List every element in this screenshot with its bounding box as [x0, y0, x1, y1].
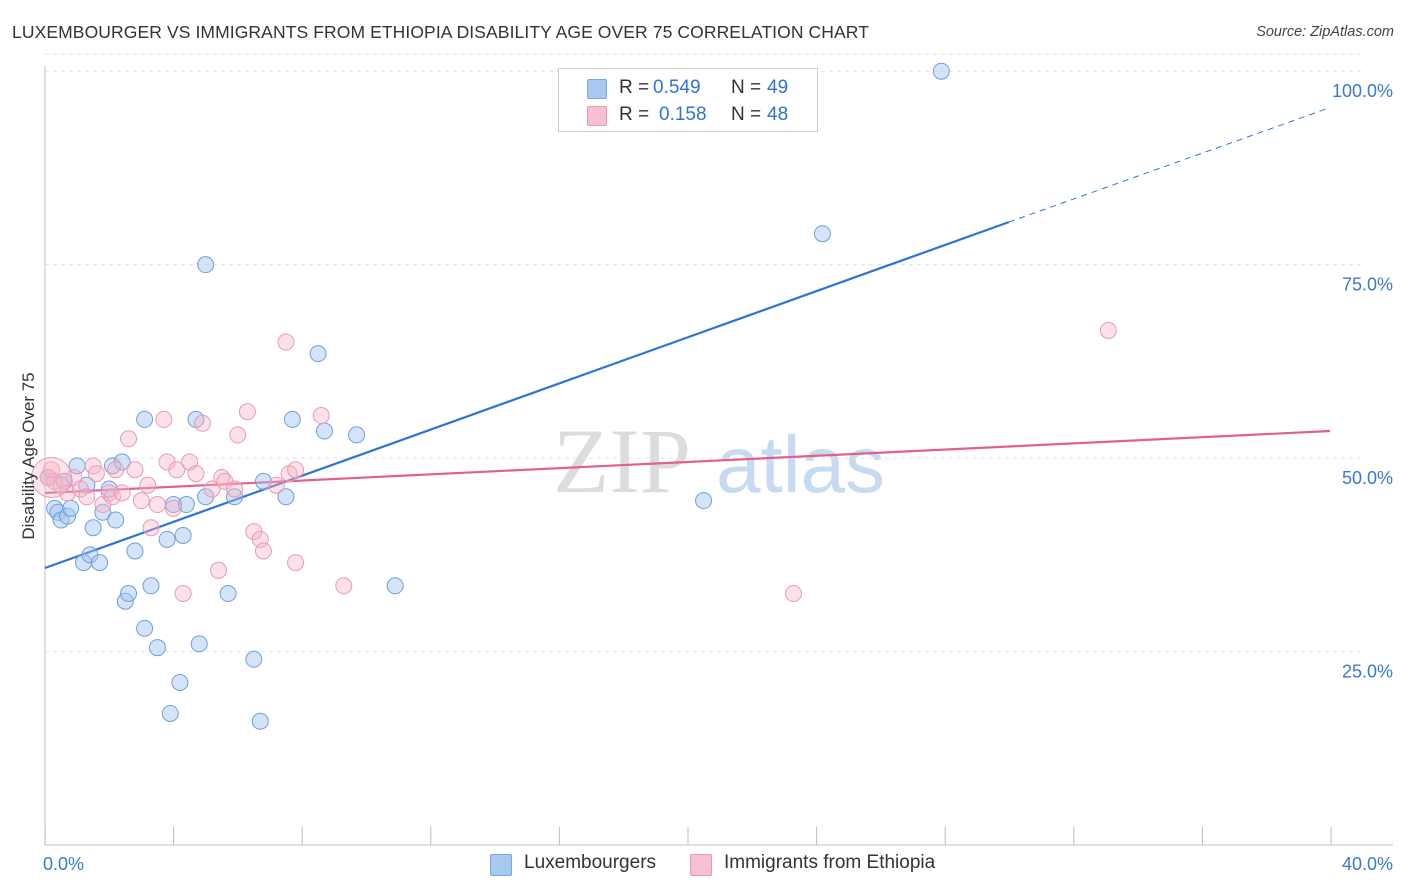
ethiopia-point [155, 410, 173, 428]
luxembourgers-point [148, 639, 166, 657]
luxembourgers-point [84, 519, 102, 537]
luxembourgers-point [283, 410, 301, 428]
luxembourgers-point [219, 585, 237, 603]
y-tick-label: 25.0% [1342, 662, 1393, 682]
ethiopia-point [187, 465, 205, 483]
luxembourgers-point [386, 577, 404, 595]
luxembourgers-point [251, 712, 269, 730]
ethiopia-point [193, 414, 211, 432]
luxembourgers-point [142, 577, 160, 595]
luxembourgers-point [348, 426, 366, 444]
luxembourgers-point [197, 256, 215, 274]
ethiopia-point [229, 426, 247, 444]
luxembourgers-trendline-extension [1008, 107, 1331, 223]
luxembourgers-point [254, 472, 272, 490]
ethiopia-point [226, 480, 244, 498]
ethiopia-point [209, 561, 227, 579]
stats-legend: R = 0.549 N = 49 R = 0.158 N = 48 [558, 68, 818, 132]
luxembourgers-point [107, 511, 125, 529]
ethiopia-point [113, 484, 131, 502]
legend-n-value: 49 [767, 77, 789, 98]
ethiopia-cluster-point [30, 456, 72, 498]
ethiopia-point [165, 499, 182, 517]
bottom-legend-swatch-luxembourgers [490, 854, 512, 876]
ethiopia-point [78, 488, 96, 506]
x-tick-label: 40.0% [1342, 854, 1393, 874]
ethiopia-point [58, 484, 76, 502]
source-credit: Source: ZipAtlas.com [1256, 24, 1394, 40]
luxembourgers-trendline [44, 221, 1010, 570]
bottom-legend-label: Immigrants from Ethiopia [724, 852, 936, 873]
luxembourgers-point [932, 62, 950, 80]
legend-r-value: 0.158 [659, 104, 707, 125]
luxembourgers-point [277, 488, 295, 506]
luxembourgers-point [174, 526, 192, 544]
ethiopia-point [267, 476, 285, 494]
luxembourgers-point [695, 492, 713, 510]
ethiopia-point [103, 488, 121, 506]
luxembourgers-point [91, 554, 109, 572]
ethiopia-point [238, 403, 256, 421]
bottom-legend-swatch-ethiopia [690, 854, 712, 876]
y-tick-label: 75.0% [1342, 275, 1393, 295]
ethiopia-point [1099, 321, 1117, 339]
y-axis-title: Disability Age Over 75 [19, 372, 38, 539]
luxembourgers-point [136, 619, 154, 637]
ethiopia-point [148, 496, 166, 514]
luxembourgers-point [62, 499, 80, 517]
ethiopia-point [120, 430, 138, 448]
legend-n-label: N = [731, 104, 762, 125]
ethiopia-trendline [44, 429, 1331, 495]
luxembourgers-point [177, 496, 195, 514]
luxembourgers-point [190, 635, 208, 653]
ethiopia-point [139, 476, 157, 494]
ethiopia-point [277, 333, 295, 351]
ethiopia-point [335, 577, 353, 595]
ethiopia-point [107, 461, 125, 479]
luxembourgers-point [309, 345, 327, 363]
legend-n-value: 48 [767, 104, 789, 125]
ethiopia-point [142, 519, 160, 537]
legend-r-label: R = [619, 77, 650, 98]
ethiopia-point [312, 407, 330, 425]
legend-swatch-ethiopia [587, 106, 607, 126]
watermark-atlas: atlas [716, 420, 885, 509]
watermark-zip: ZIP [553, 410, 691, 512]
y-tick-label: 100.0% [1332, 81, 1393, 101]
luxembourgers-point [136, 410, 154, 428]
legend-r-value: 0.549 [653, 77, 701, 98]
ethiopia-point [785, 585, 803, 603]
luxembourgers-point [813, 225, 831, 243]
luxembourgers-point [120, 585, 138, 603]
x-tick-label: 0.0% [43, 854, 84, 874]
ethiopia-point [203, 480, 221, 498]
ethiopia-point [132, 492, 150, 510]
y-tick-label: 50.0% [1342, 468, 1393, 488]
chart-title: LUXEMBOURGER VS IMMIGRANTS FROM ETHIOPIA… [12, 22, 870, 42]
ethiopia-point [87, 465, 105, 483]
luxembourgers-point [126, 542, 144, 560]
ethiopia-point [42, 461, 60, 479]
ethiopia-point [254, 542, 272, 560]
ethiopia-point [168, 461, 186, 479]
ethiopia-point [126, 461, 144, 479]
legend-r-label: R = [619, 104, 650, 125]
legend-swatch-luxembourgers [587, 79, 607, 99]
luxembourgers-point [245, 650, 263, 668]
bottom-legend-label: Luxembourgers [524, 852, 657, 873]
ethiopia-point [287, 461, 305, 479]
luxembourgers-point [158, 530, 176, 548]
ethiopia-point [174, 585, 192, 603]
luxembourgers-point [315, 422, 333, 440]
ethiopia-point [287, 554, 305, 572]
luxembourgers-point [161, 704, 179, 722]
legend-n-label: N = [731, 77, 762, 98]
luxembourgers-point [171, 674, 189, 692]
